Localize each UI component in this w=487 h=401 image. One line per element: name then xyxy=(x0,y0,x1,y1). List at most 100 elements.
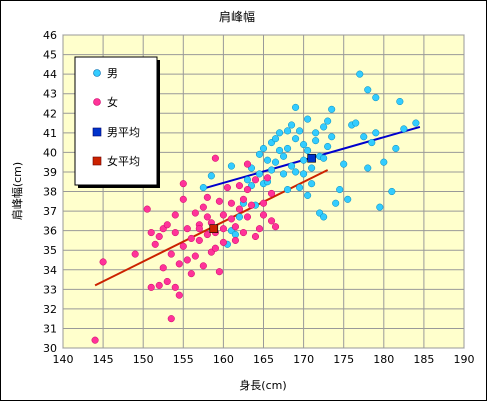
y-tick-label: 46 xyxy=(43,29,57,42)
male-point xyxy=(396,97,404,106)
female-point xyxy=(147,283,155,291)
female-point xyxy=(155,232,163,241)
female-point xyxy=(163,221,171,229)
y-tick-label: 36 xyxy=(43,225,57,238)
female-point xyxy=(175,260,183,268)
female-point xyxy=(247,201,256,209)
female-point xyxy=(239,195,247,203)
female-point xyxy=(215,197,223,205)
male-point xyxy=(360,133,368,141)
male-point xyxy=(340,160,348,168)
male-point xyxy=(364,86,372,94)
legend-marker-male xyxy=(93,69,101,77)
male-point xyxy=(296,127,304,135)
legend-box xyxy=(74,56,158,186)
female-point xyxy=(199,262,207,270)
female-point xyxy=(211,244,219,252)
male-point xyxy=(284,127,292,135)
male-point xyxy=(304,115,312,123)
legend-marker-female-mean xyxy=(92,156,102,166)
female-point xyxy=(191,209,199,217)
male-point xyxy=(284,144,292,153)
tick-labels: 140 145 150 155 160 165 170 175 180 185 190 30 31 32 3… xyxy=(43,29,475,366)
male-point xyxy=(324,142,332,151)
legend-label-male: 男 xyxy=(107,67,118,80)
female-point xyxy=(235,182,243,190)
male-point xyxy=(267,166,276,174)
female-point xyxy=(191,252,199,260)
female-point xyxy=(167,250,175,258)
female-point xyxy=(203,193,211,201)
male-point xyxy=(280,170,288,178)
male-point xyxy=(275,146,284,154)
female-point xyxy=(131,250,139,258)
legend-label-male-mean: 男平均 xyxy=(107,126,140,139)
female-point xyxy=(179,195,187,203)
female-point xyxy=(259,199,268,207)
female-point xyxy=(171,229,179,237)
male-point xyxy=(275,129,284,137)
male-point xyxy=(288,121,296,129)
y-tick-label: 44 xyxy=(43,68,57,81)
female-point xyxy=(175,291,183,299)
y-tick-label: 31 xyxy=(43,322,57,335)
y-tick-label: 37 xyxy=(43,205,57,218)
female-point xyxy=(171,283,179,291)
male-point xyxy=(284,185,292,194)
legend-marker-male-mean xyxy=(92,127,102,137)
female-point xyxy=(195,236,203,244)
male-point xyxy=(288,162,296,170)
legend-label-female-mean: 女平均 xyxy=(107,154,140,168)
male-point xyxy=(259,144,268,153)
female-point xyxy=(183,256,191,264)
x-tick-label: 190 xyxy=(454,353,475,366)
y-tick-label: 35 xyxy=(43,244,57,257)
female-point xyxy=(219,238,227,246)
female-point xyxy=(171,211,179,219)
male-point xyxy=(328,105,336,113)
female-point xyxy=(147,229,155,237)
y-axis-label: 肩峰幅(cm) xyxy=(10,162,24,220)
female-point xyxy=(243,185,252,194)
male-point xyxy=(380,158,388,166)
male-point xyxy=(356,70,364,78)
female-point xyxy=(143,205,151,213)
female-point xyxy=(151,240,159,248)
female-mean-point xyxy=(209,224,219,233)
male-point xyxy=(388,187,396,196)
female-point xyxy=(159,264,167,272)
female-point xyxy=(235,205,243,213)
female-point xyxy=(223,184,231,192)
x-tick-label: 155 xyxy=(173,353,194,366)
y-tick-label: 40 xyxy=(43,146,57,159)
y-tick-label: 41 xyxy=(43,127,57,140)
male-point xyxy=(412,119,420,127)
y-tick-label: 33 xyxy=(43,283,57,296)
male-point xyxy=(312,137,320,145)
female-point xyxy=(199,203,207,211)
female-point xyxy=(203,230,211,239)
female-point xyxy=(251,232,260,241)
male-point xyxy=(300,156,308,164)
male-point xyxy=(328,133,336,141)
male-mean-point xyxy=(307,153,316,163)
x-tick-label: 170 xyxy=(293,353,314,366)
male-point xyxy=(352,119,360,127)
y-tick-label: 30 xyxy=(43,342,57,355)
male-point xyxy=(400,125,408,133)
x-tick-label: 180 xyxy=(373,353,394,366)
x-axis-label: 身長(cm) xyxy=(239,378,286,392)
male-point xyxy=(207,172,215,180)
female-point xyxy=(255,225,264,233)
male-point xyxy=(227,162,235,170)
male-point xyxy=(231,230,239,239)
legend: 男 女 男平均 女平均 xyxy=(74,56,160,188)
y-tick-label: 43 xyxy=(43,88,57,101)
female-point xyxy=(179,242,187,250)
male-point xyxy=(336,185,344,194)
female-point xyxy=(203,213,211,221)
chart-title: 肩峰幅 xyxy=(219,9,255,24)
male-point xyxy=(199,184,207,192)
male-point xyxy=(292,168,300,176)
